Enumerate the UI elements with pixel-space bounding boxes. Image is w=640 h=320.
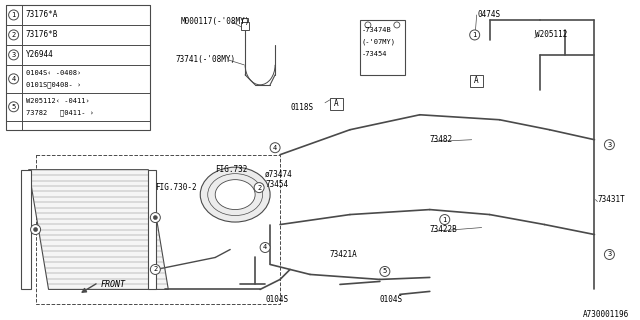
Circle shape (365, 22, 371, 28)
Text: 73422B: 73422B (430, 225, 458, 234)
Text: W205112‹ -0411›: W205112‹ -0411› (26, 98, 90, 104)
Text: 73431T: 73431T (597, 195, 625, 204)
Circle shape (394, 22, 400, 28)
Polygon shape (29, 170, 168, 289)
Circle shape (254, 183, 264, 193)
Bar (360, 20, 405, 75)
Bar (242, 18, 248, 22)
Text: 3: 3 (12, 52, 16, 58)
Circle shape (270, 143, 280, 153)
Text: ø73474: ø73474 (265, 170, 293, 179)
Bar (241, 22, 249, 30)
Text: 2: 2 (257, 185, 261, 191)
Circle shape (470, 30, 479, 40)
Text: 5: 5 (383, 268, 387, 275)
Circle shape (150, 264, 161, 275)
Text: A: A (474, 76, 479, 85)
Text: FIG.732: FIG.732 (215, 165, 248, 174)
Text: 0474S: 0474S (477, 11, 501, 20)
Text: 73454: 73454 (265, 180, 288, 189)
Text: 3: 3 (607, 142, 612, 148)
Text: 0101S‸0408- ›: 0101S‸0408- › (26, 82, 81, 88)
Bar (470, 75, 483, 87)
Text: 73176*A: 73176*A (26, 11, 58, 20)
Circle shape (150, 212, 161, 222)
Text: A730001196: A730001196 (583, 310, 629, 319)
Bar (36, 155, 280, 304)
Text: -73474B: -73474B (362, 27, 392, 33)
Circle shape (8, 30, 19, 40)
Text: -73454: -73454 (362, 51, 387, 57)
Text: 3: 3 (607, 252, 612, 258)
Circle shape (604, 250, 614, 260)
Bar (148, 170, 156, 289)
Circle shape (8, 10, 19, 20)
Circle shape (440, 215, 450, 225)
Text: 2: 2 (12, 32, 16, 38)
Text: 1: 1 (12, 12, 16, 18)
Circle shape (8, 102, 19, 112)
Ellipse shape (215, 180, 255, 210)
Circle shape (8, 74, 19, 84)
Text: FRONT: FRONT (100, 280, 125, 289)
Text: 0104S: 0104S (265, 295, 288, 304)
Text: 2: 2 (153, 267, 157, 272)
Text: 0104S‹ -0408›: 0104S‹ -0408› (26, 70, 81, 76)
Text: Y26944: Y26944 (26, 50, 53, 60)
Circle shape (8, 50, 19, 60)
Text: 4: 4 (273, 145, 277, 151)
Text: 73176*B: 73176*B (26, 30, 58, 39)
Text: 0104S: 0104S (380, 295, 403, 304)
Bar (330, 98, 343, 110)
Text: 0118S: 0118S (290, 103, 313, 112)
Text: 73782   ‸0411- ›: 73782 ‸0411- › (26, 110, 93, 116)
Text: 5: 5 (12, 104, 16, 110)
Circle shape (604, 140, 614, 150)
Text: 1: 1 (472, 32, 477, 38)
Text: M000117(-'08MY): M000117(-'08MY) (180, 18, 250, 27)
Circle shape (31, 225, 40, 235)
Text: 1: 1 (443, 217, 447, 222)
Circle shape (33, 228, 38, 232)
Bar (20, 170, 31, 289)
Text: 4: 4 (263, 244, 268, 251)
Ellipse shape (200, 167, 270, 222)
Text: 4: 4 (12, 76, 16, 82)
Text: A: A (334, 99, 339, 108)
Bar (6, 5, 150, 130)
Circle shape (154, 216, 157, 220)
Text: W205112: W205112 (534, 30, 567, 39)
Circle shape (380, 267, 390, 276)
Text: 73421A: 73421A (330, 250, 358, 259)
Text: 73482: 73482 (430, 135, 453, 144)
Text: (-'07MY): (-'07MY) (362, 39, 396, 45)
Text: FIG.730-2: FIG.730-2 (156, 183, 197, 192)
Circle shape (260, 243, 270, 252)
Text: 73741(-'08MY): 73741(-'08MY) (175, 55, 236, 64)
